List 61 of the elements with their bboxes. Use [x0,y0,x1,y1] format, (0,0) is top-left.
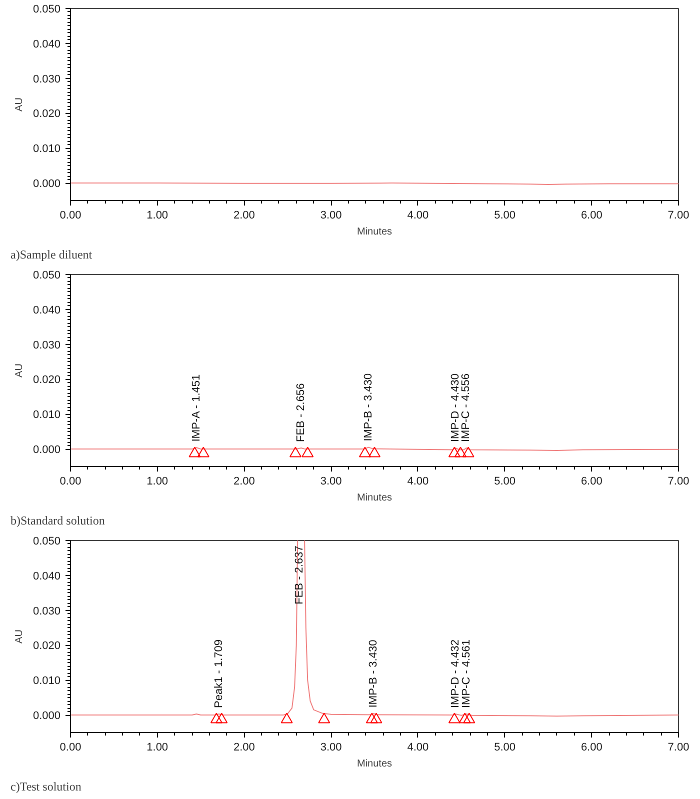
y-tick-label: 0.020 [32,108,61,120]
x-tick-label: 6.00 [580,476,602,488]
annotation: FEB - 2.656 [295,383,308,442]
annotation: IMP-B - 3.430 [368,640,380,708]
text: b)Standard solution [10,514,105,528]
y-tick-label: 0.050 [32,536,61,548]
y-tick-label: 0.010 [32,143,61,156]
y-tick-label: 0.040 [32,38,61,50]
annotation: IMP-C - 4.556 [460,374,472,442]
y-tick-label: 0.040 [32,570,61,582]
x-axis-title: Minutes [356,226,392,238]
x-tick-label: 1.00 [146,742,168,754]
x-tick-label: 2.00 [234,476,255,488]
y-tick-label: 0.030 [32,605,61,618]
y-tick-label: 0.050 [32,270,61,282]
x-tick-label: 7.00 [668,476,690,488]
y-tick-label: 0.050 [32,4,61,16]
annotation: IMP-D - 4.432 [449,640,462,708]
y-tick-label: 0.020 [32,374,61,386]
annotation: IMP-C - 4.561 [460,640,473,708]
annotation: IMP-A - 1.451 [190,374,203,442]
y-tick-label: 0.040 [32,304,61,316]
x-tick-label: 4.00 [407,742,429,754]
x-tick-label: 4.00 [407,476,429,488]
x-tick-label: 3.00 [320,210,342,222]
x-tick-label: 7.00 [668,742,690,754]
x-tick-label: 5.00 [494,742,516,754]
x-tick-label: 5.00 [494,210,516,222]
x-tick-label: 4.00 [407,210,429,222]
y-tick-label: 0.010 [32,409,61,422]
x-axis-title: Minutes [356,492,392,504]
y-tick-label: 0.030 [32,339,61,352]
x-tick-label: 2.00 [234,742,255,754]
y-tick-label: 0.010 [32,675,61,688]
y-tick-label: 0.000 [32,710,61,722]
x-tick-label: 1.00 [146,210,168,222]
y-tick-label: 0.000 [32,444,61,456]
x-tick-label: 0.00 [60,210,82,222]
annotation: IMP-B - 3.430 [362,373,374,442]
annotation: Peak1 - 1.709 [212,640,225,708]
annotation: FEB - 2.637 [294,546,306,604]
x-tick-label: 5.00 [494,476,516,488]
annotation: IMP-D - 4.430 [449,374,462,442]
x-tick-label: 6.00 [580,742,602,754]
y-tick-label: 0.020 [32,640,61,652]
x-axis-title: Minutes [356,758,392,770]
y-tick-label: 0.000 [32,178,61,190]
text: a)Sample diluent [10,248,93,262]
x-tick-label: 3.00 [320,742,342,754]
y-axis-title: AU [14,98,25,112]
x-tick-label: 1.00 [146,476,168,488]
y-axis-title: AU [14,364,25,378]
y-tick-label: 0.030 [32,73,61,86]
y-axis-title: AU [14,630,25,644]
x-tick-label: 6.00 [580,210,602,222]
x-tick-label: 3.00 [320,476,342,488]
x-tick-label: 0.00 [60,742,82,754]
text: c)Test solution [10,780,82,794]
x-tick-label: 0.00 [60,476,82,488]
x-tick-label: 2.00 [234,210,255,222]
x-tick-label: 7.00 [668,210,690,222]
